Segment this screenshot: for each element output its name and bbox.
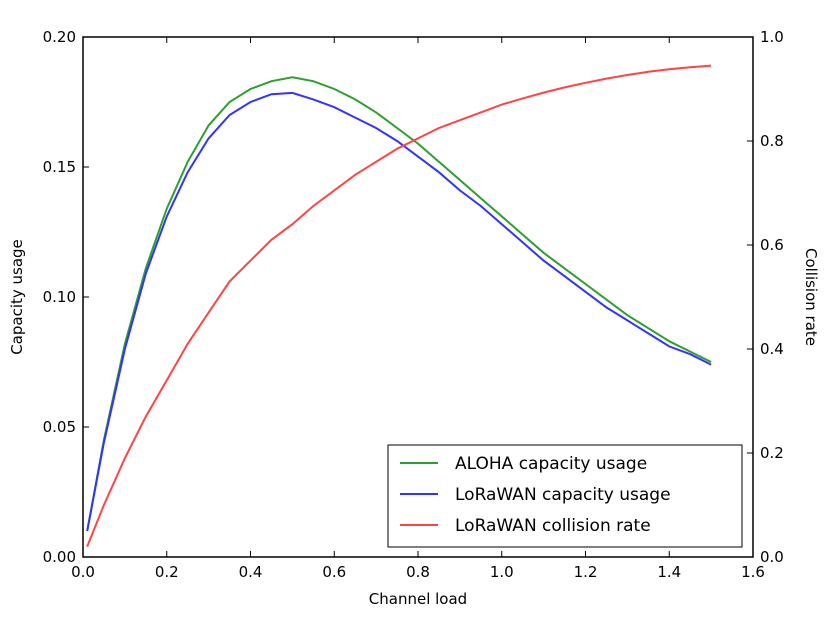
y2-tick-label-3: 0.6 [760, 236, 784, 254]
series-line-0 [86, 76, 712, 532]
x-tick-label-7: 1.4 [657, 563, 681, 581]
series-line-2 [86, 64, 712, 547]
x-tick-label-8: 1.6 [741, 563, 765, 581]
legend-label-lorawan-collision: LoRaWAN collision rate [455, 516, 651, 536]
series-lines [86, 64, 712, 547]
y-tick-label-4: 0.20 [43, 28, 76, 46]
legend-label-aloha: ALOHA capacity usage [455, 454, 647, 474]
x-axis-label: Channel load [369, 590, 467, 608]
x-tick-label-6: 1.2 [574, 563, 598, 581]
y2-tick-label-1: 0.2 [760, 444, 784, 462]
legend: ALOHA capacity usage LoRaWAN capacity us… [387, 444, 743, 548]
y2-tick-label-2: 0.4 [760, 340, 784, 358]
legend-label-lorawan-capacity: LoRaWAN capacity usage [455, 485, 671, 505]
y-tick-label-3: 0.15 [43, 158, 76, 176]
axis-ticks: 0.0 0.2 0.4 0.6 0.8 1.0 1.2 1.4 1.6 0.00 0.05 0.10 0… [43, 28, 784, 581]
y-tick-label-2: 0.10 [43, 288, 76, 306]
x-tick-label-1: 0.2 [155, 563, 179, 581]
y2-tick-label-0: 0.0 [760, 548, 784, 566]
series-line-1 [86, 91, 712, 532]
y2-axis-label: Collision rate [802, 248, 820, 346]
legend-box [387, 444, 743, 548]
y-tick-label-1: 0.05 [43, 418, 76, 436]
y-axis-label: Capacity usage [8, 239, 26, 355]
y-tick-label-0: 0.00 [43, 548, 76, 566]
y2-tick-label-5: 1.0 [760, 28, 784, 46]
x-tick-label-2: 0.4 [239, 563, 263, 581]
x-tick-label-5: 1.0 [490, 563, 514, 581]
x-tick-label-0: 0.0 [71, 563, 95, 581]
y2-tick-label-4: 0.8 [760, 132, 784, 150]
x-tick-label-4: 0.8 [406, 563, 430, 581]
x-tick-label-3: 0.6 [322, 563, 346, 581]
